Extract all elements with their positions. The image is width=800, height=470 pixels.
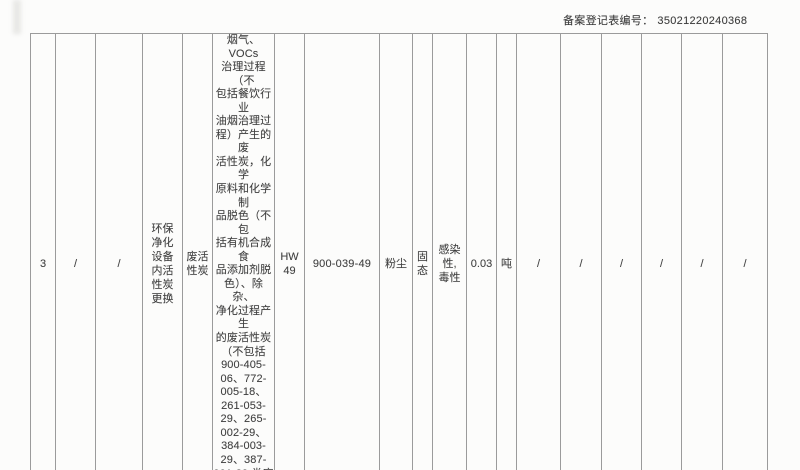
slash-cell: /: [641, 33, 682, 470]
registration-number-line: 备案登记表编号： 35021220240368: [563, 12, 747, 28]
hazard-property-cell: 感染 性, 毒性: [432, 33, 467, 470]
slash-cell: /: [681, 33, 723, 470]
waste-code-cell: 900-039-49: [304, 33, 380, 470]
physical-form-cell: 固 态: [412, 33, 433, 470]
unit-cell: 吨: [496, 33, 517, 470]
table-row: 3 / / 环保 净化 设备 内活 性炭 更换 废活 性炭 烟气、VOCs 治理…: [30, 33, 768, 470]
waste-description-cell: 烟气、VOCs 治理过程（不 包括餐饮行业 油烟治理过 程）产生的废 活性炭，化…: [212, 33, 275, 470]
slash-cell: /: [601, 33, 642, 470]
scan-artifact: [13, 0, 21, 34]
main-component-cell: 粉尘: [379, 33, 413, 470]
slash-cell: /: [95, 33, 143, 470]
hw-category-cell: HW 49: [274, 33, 305, 470]
quantity-cell: 0.03: [466, 33, 497, 470]
hazardous-waste-table: 3 / / 环保 净化 设备 内活 性炭 更换 废活 性炭 烟气、VOCs 治理…: [30, 33, 768, 470]
waste-common-name-cell: 废活 性炭: [182, 33, 213, 470]
seq-cell: 3: [30, 33, 56, 470]
generation-stage-cell: 环保 净化 设备 内活 性炭 更换: [142, 33, 183, 470]
registration-number-value: 35021220240368: [657, 15, 748, 27]
slash-cell: /: [516, 33, 561, 470]
registration-number-label: 备案登记表编号：: [563, 15, 654, 27]
slash-cell: /: [722, 33, 768, 470]
slash-cell: /: [55, 33, 96, 470]
slash-cell: /: [560, 33, 602, 470]
